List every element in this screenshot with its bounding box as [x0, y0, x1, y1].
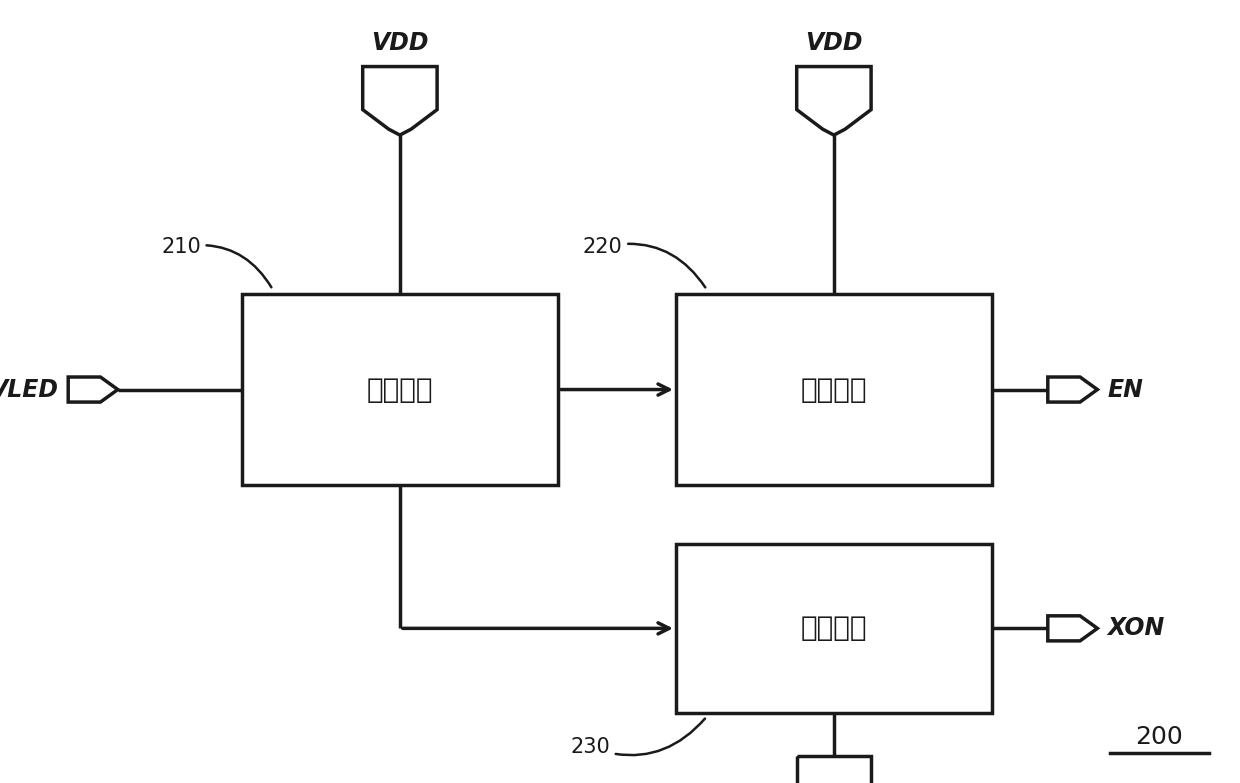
Text: 220: 220 — [583, 237, 706, 287]
Bar — [676, 294, 992, 485]
Bar — [676, 544, 992, 713]
Text: VLED: VLED — [0, 377, 58, 402]
Text: EN: EN — [1107, 377, 1143, 402]
Text: 200: 200 — [1136, 725, 1183, 749]
Text: XON: XON — [1107, 616, 1164, 640]
Text: 210: 210 — [161, 237, 272, 287]
Text: 230: 230 — [570, 719, 706, 757]
Text: 判断模块: 判断模块 — [367, 376, 433, 403]
Text: VDD: VDD — [371, 31, 429, 55]
Text: 控制模块: 控制模块 — [801, 615, 867, 642]
Bar — [242, 294, 558, 485]
Text: 输出模块: 输出模块 — [801, 376, 867, 403]
Text: VDD: VDD — [805, 31, 863, 55]
